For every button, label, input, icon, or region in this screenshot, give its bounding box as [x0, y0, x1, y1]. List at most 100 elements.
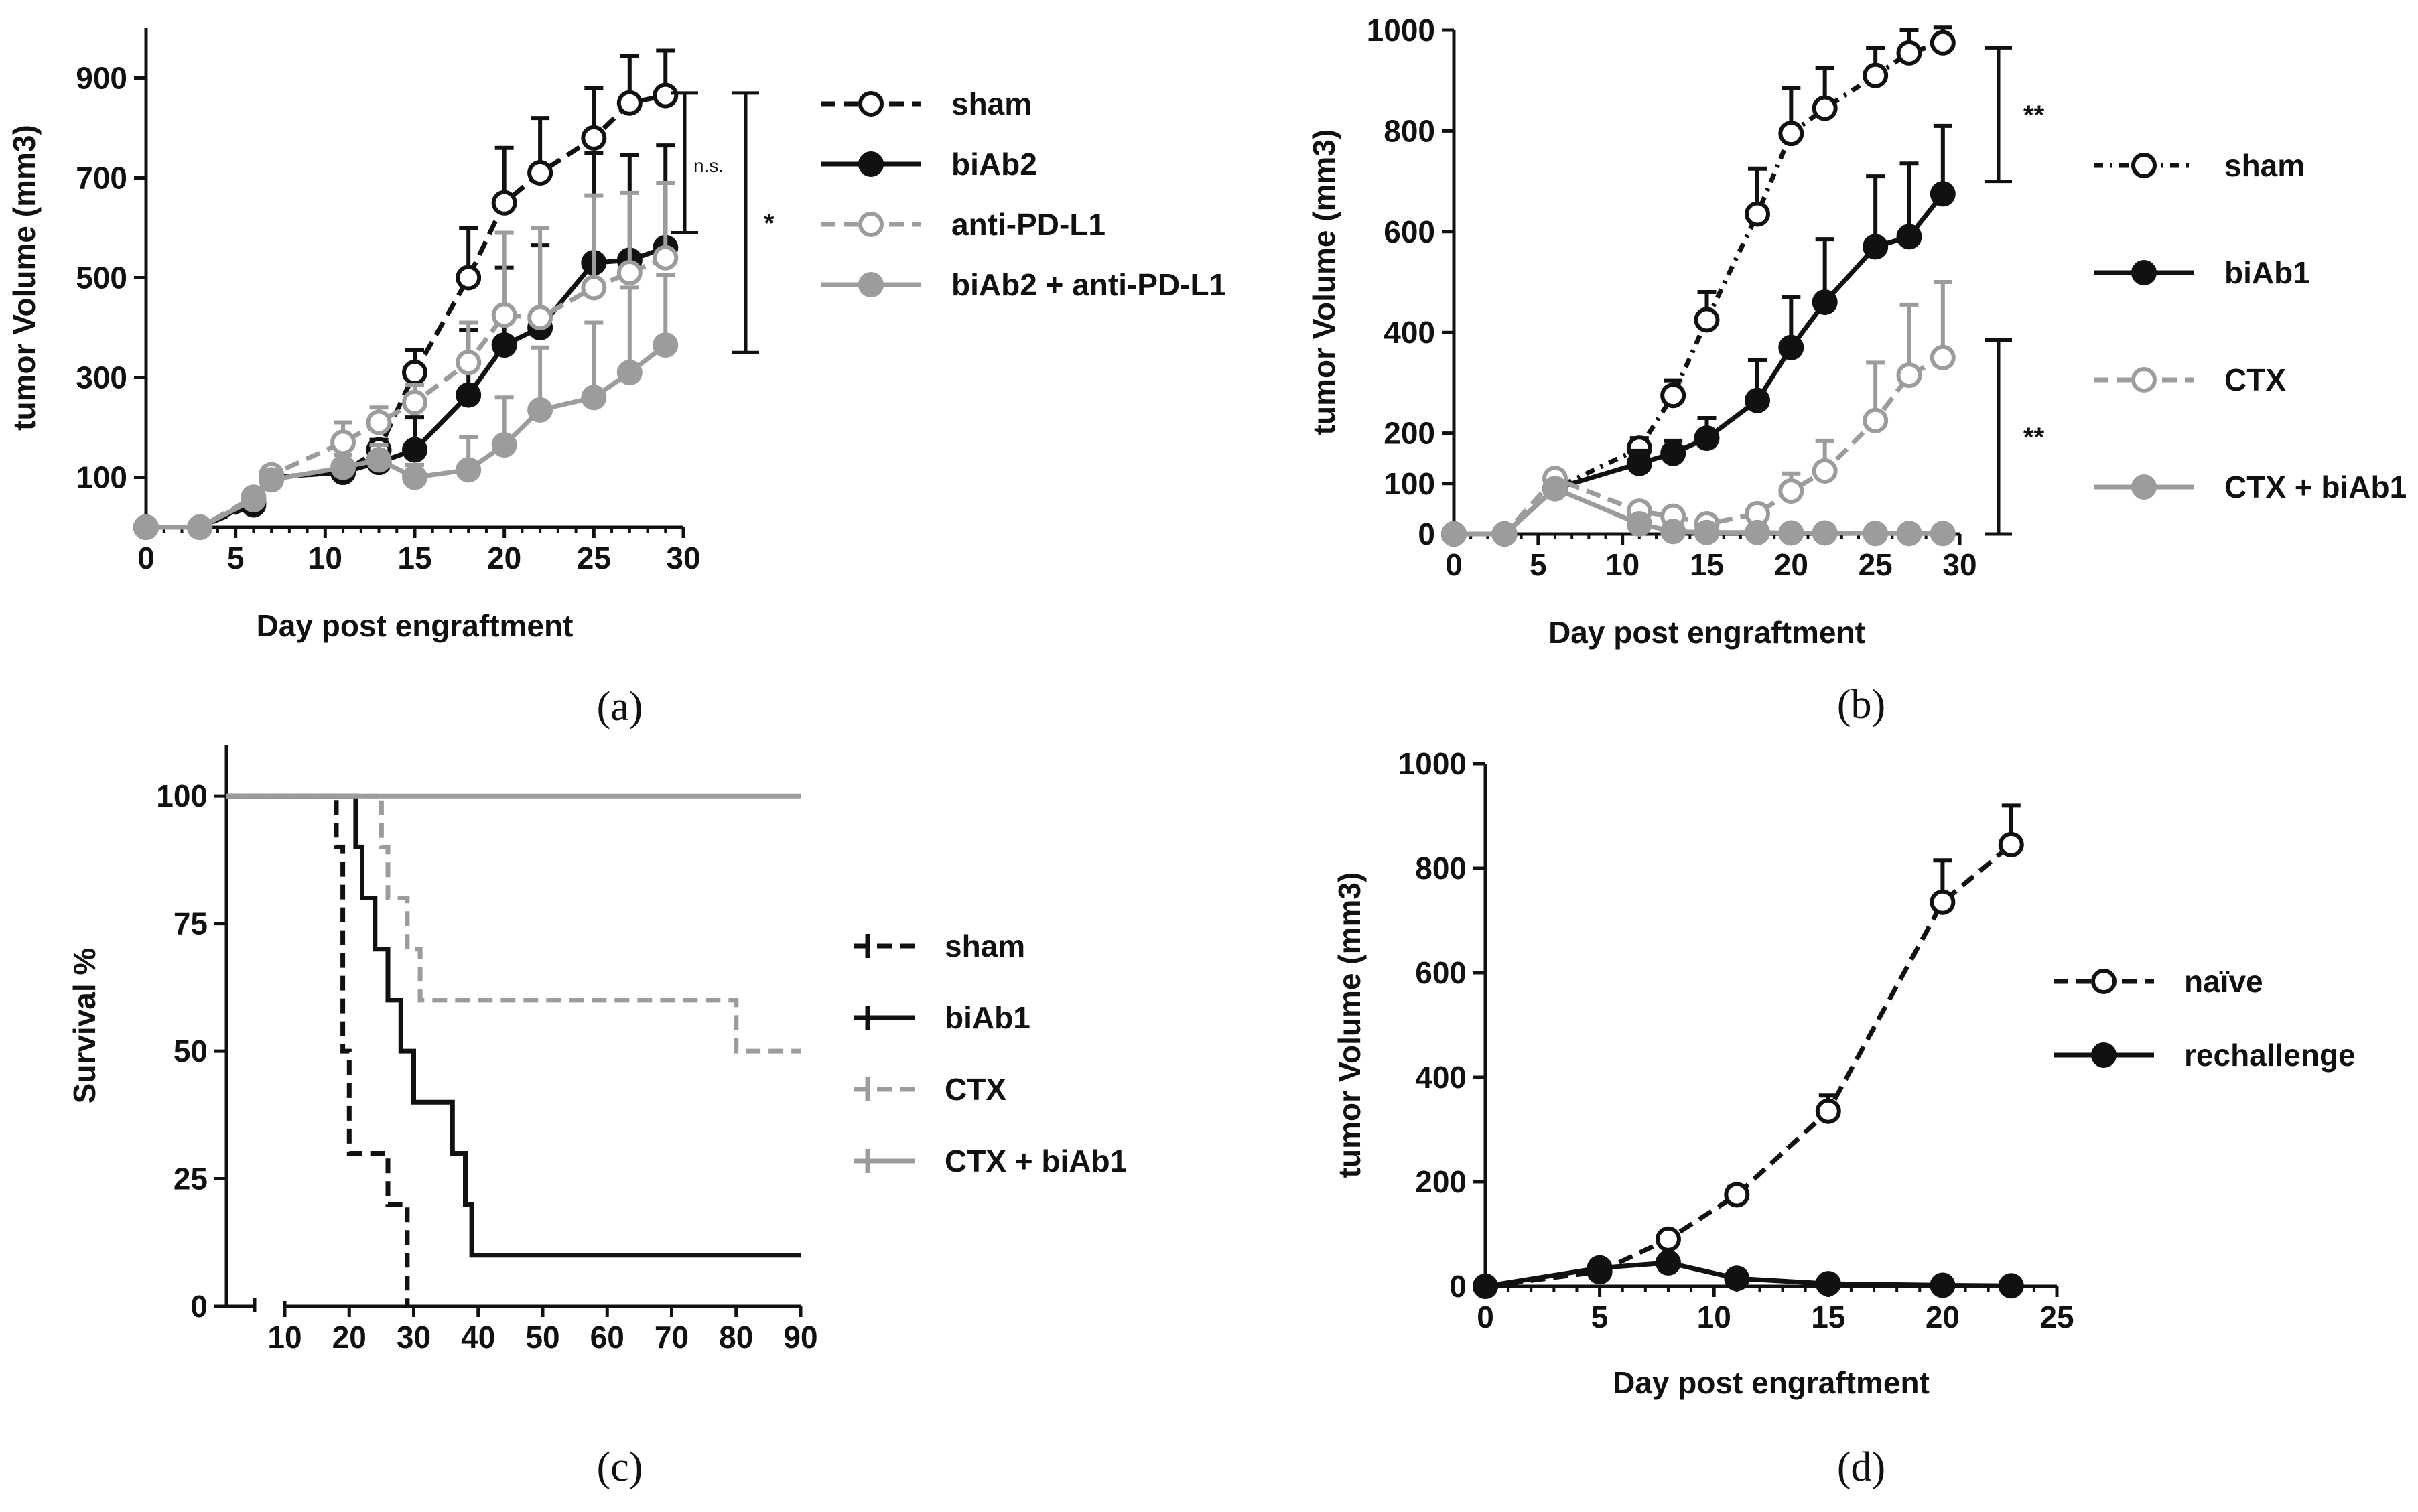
y-tick-label: 0	[1449, 1269, 1467, 1304]
y-tick-label: 600	[1415, 955, 1467, 990]
y-tick-label: 50	[174, 1034, 208, 1069]
data-point	[616, 360, 643, 386]
x-tick-label: 5	[227, 541, 245, 575]
legend-entry: anti-PD-L1	[821, 207, 1105, 242]
series-biab2-anti-pd-l1	[133, 273, 679, 540]
legend: sham biAb1 CTX CTX + biAb1	[854, 929, 1127, 1178]
legend-label: CTX + biAb1	[2224, 470, 2407, 504]
panel-label: (d)	[1837, 1444, 1885, 1490]
x-tick-label: 15	[1811, 1300, 1845, 1334]
panel-label: (b)	[1837, 682, 1885, 728]
y-tick-label: 200	[1415, 1164, 1467, 1199]
x-tick-label: 5	[1530, 547, 1547, 582]
significance-label: n.s.	[693, 155, 724, 176]
data-point	[491, 332, 517, 358]
x-tick-label: 10	[1697, 1300, 1731, 1334]
data-point	[1863, 521, 1889, 547]
legend-label: biAb1	[945, 1000, 1030, 1035]
series-line	[226, 793, 801, 1258]
x-tick-label: 60	[590, 1320, 624, 1355]
legend-swatch-marker	[858, 212, 884, 237]
y-tick-label: 100	[1384, 466, 1435, 501]
legend-entry: sham	[854, 929, 1025, 963]
y-tick-label: 900	[76, 61, 127, 96]
data-point	[1587, 1255, 1613, 1281]
series-line	[1454, 40, 1944, 537]
data-point	[259, 467, 285, 493]
y-tick-label: 400	[1384, 315, 1435, 350]
x-tick-label: 90	[783, 1320, 817, 1355]
data-point	[1778, 520, 1804, 546]
legend-entry: sham	[821, 86, 1032, 121]
legend-label: sham	[951, 86, 1032, 121]
y-tick-label: 500	[76, 261, 127, 295]
x-tick-label: 25	[577, 541, 611, 575]
legend-label: naïve	[2184, 964, 2263, 999]
legend: naïve rechallenge	[2054, 964, 2356, 1073]
data-point	[491, 302, 517, 328]
legend-label: biAb2 + anti-PD-L1	[951, 267, 1226, 302]
x-tick-label: 50	[525, 1320, 559, 1355]
legend-entry: naïve	[2054, 964, 2263, 999]
series-sham	[226, 793, 410, 1306]
data-point	[1542, 476, 1568, 502]
data-point	[133, 514, 159, 540]
x-tick-label: 20	[332, 1320, 366, 1355]
series-na-ve	[1473, 803, 2024, 1299]
data-point	[1724, 1265, 1750, 1292]
series-rechallenge	[1473, 1249, 2024, 1299]
y-tick-label: 0	[1418, 517, 1435, 551]
significance-label: **	[2023, 100, 2045, 130]
y-tick-label: 1000	[1367, 13, 1435, 48]
data-point	[402, 360, 427, 386]
legend-entry: rechallenge	[2054, 1038, 2356, 1073]
data-point	[527, 397, 553, 423]
legend-label: anti-PD-L1	[951, 207, 1105, 242]
data-point	[616, 260, 643, 286]
significance-bracket: **	[1985, 46, 2045, 184]
data-point	[456, 382, 482, 408]
legend-entry: sham	[2094, 148, 2305, 183]
legend-swatch-marker	[858, 91, 884, 117]
legend-entry: biAb2	[821, 147, 1037, 182]
data-point	[1930, 344, 1956, 370]
panel-label: (c)	[597, 1444, 643, 1490]
legend-label: CTX	[945, 1072, 1006, 1107]
data-point	[1930, 1272, 1956, 1298]
significance-bracket: *	[732, 91, 775, 354]
y-axis-label: tumor Volume (mm3)	[7, 125, 42, 431]
series-ctx	[226, 793, 801, 1054]
legend: sham biAb1 CTX CTX + biAb1	[2094, 148, 2407, 504]
legend-label: CTX + biAb1	[945, 1144, 1127, 1178]
legend-label: sham	[945, 929, 1025, 963]
y-tick-label: 100	[76, 460, 127, 495]
legend-swatch-marker	[2091, 1042, 2117, 1068]
data-point	[616, 90, 643, 116]
data-point	[1863, 407, 1889, 433]
x-tick-label: 70	[655, 1320, 689, 1355]
y-axis-label: Survival %	[67, 948, 102, 1104]
x-tick-label: 5	[1591, 1300, 1609, 1334]
x-tick-label: 20	[1774, 547, 1808, 582]
data-point	[1655, 1249, 1681, 1276]
y-tick-label: 600	[1384, 214, 1435, 249]
x-tick-label: 30	[666, 541, 700, 575]
legend-label: rechallenge	[2184, 1038, 2356, 1073]
legend-swatch-marker	[2131, 260, 2157, 285]
series-ctx-biab1	[1441, 476, 1956, 547]
data-point	[1694, 519, 1720, 545]
data-point	[1815, 1098, 1841, 1124]
x-tick-label: 10	[308, 541, 342, 575]
data-point	[1812, 289, 1838, 316]
data-point	[491, 190, 517, 216]
data-point	[1660, 383, 1686, 409]
data-point	[456, 457, 482, 483]
y-tick-label: 400	[1415, 1060, 1467, 1095]
x-tick-label: 20	[487, 541, 521, 575]
data-point	[1930, 29, 1956, 56]
data-point	[1694, 307, 1720, 333]
data-point	[1745, 519, 1770, 545]
x-tick-label: 0	[1477, 1300, 1494, 1334]
data-point	[1812, 95, 1838, 121]
